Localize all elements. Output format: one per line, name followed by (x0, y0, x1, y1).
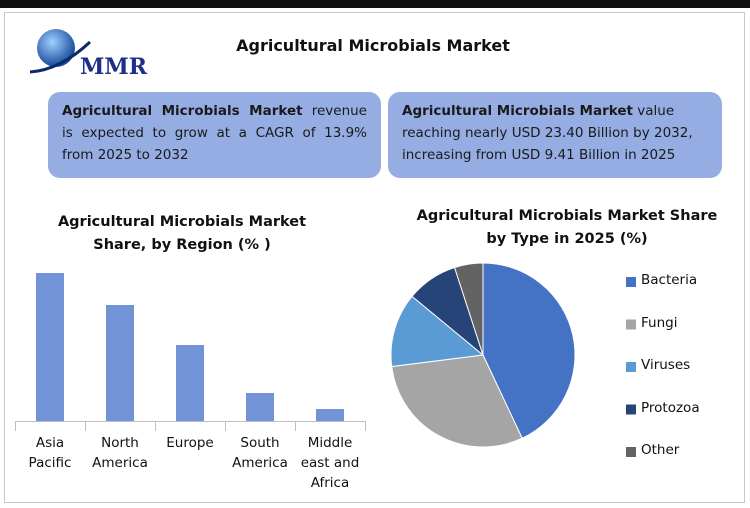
info-box: Agricultural Microbials Market revenue i… (48, 92, 381, 178)
bar (316, 409, 344, 421)
box-bold: Agricultural Microbials Market (402, 103, 633, 119)
bar (106, 305, 134, 421)
bar (176, 345, 204, 421)
x-tick-label: Asia Pacific (28, 435, 72, 471)
legend-swatch (626, 362, 636, 372)
legend-swatch (626, 319, 636, 330)
chart-title: Agricultural Microbials Market Share, by… (57, 214, 307, 253)
pie-slice (482, 262, 576, 439)
legend-swatch (626, 277, 636, 287)
legend-label: Protozoa (641, 399, 700, 416)
box-bold: Agricultural Microbials Market (62, 103, 303, 119)
legend-label: Fungi (641, 314, 678, 331)
logo-swoosh (29, 40, 92, 74)
legend-swatch (626, 447, 636, 457)
legend-label: Other (641, 442, 680, 458)
bar (36, 273, 64, 421)
legend-label: Bacteria (641, 272, 698, 288)
info-box: Agricultural Microbials Market value rea… (388, 92, 722, 178)
pie-slice (391, 354, 523, 448)
top-strip (0, 0, 750, 8)
bar (246, 393, 274, 421)
legend-swatch (626, 404, 636, 415)
frame (4, 12, 745, 503)
page-title: Agricultural Microbials Market (236, 36, 510, 55)
chart-title: Agricultural Microbials Market Share by … (416, 208, 718, 247)
legend-label: Viruses (641, 357, 691, 373)
pie-slice (453, 262, 484, 356)
x-tick-label: South America (232, 435, 288, 471)
x-tick-label: Middle east and Africa (300, 435, 360, 491)
box-text: revenue is expected to grow at a CAGR of… (62, 103, 367, 163)
logo-text: MMR (80, 54, 148, 80)
x-tick-label: Europe (166, 435, 214, 451)
pie-slice (390, 295, 485, 368)
x-tick-label: North America (92, 435, 148, 471)
logo-globe (37, 29, 75, 67)
box-text: value reaching nearly USD 23.40 Billion … (402, 103, 693, 163)
